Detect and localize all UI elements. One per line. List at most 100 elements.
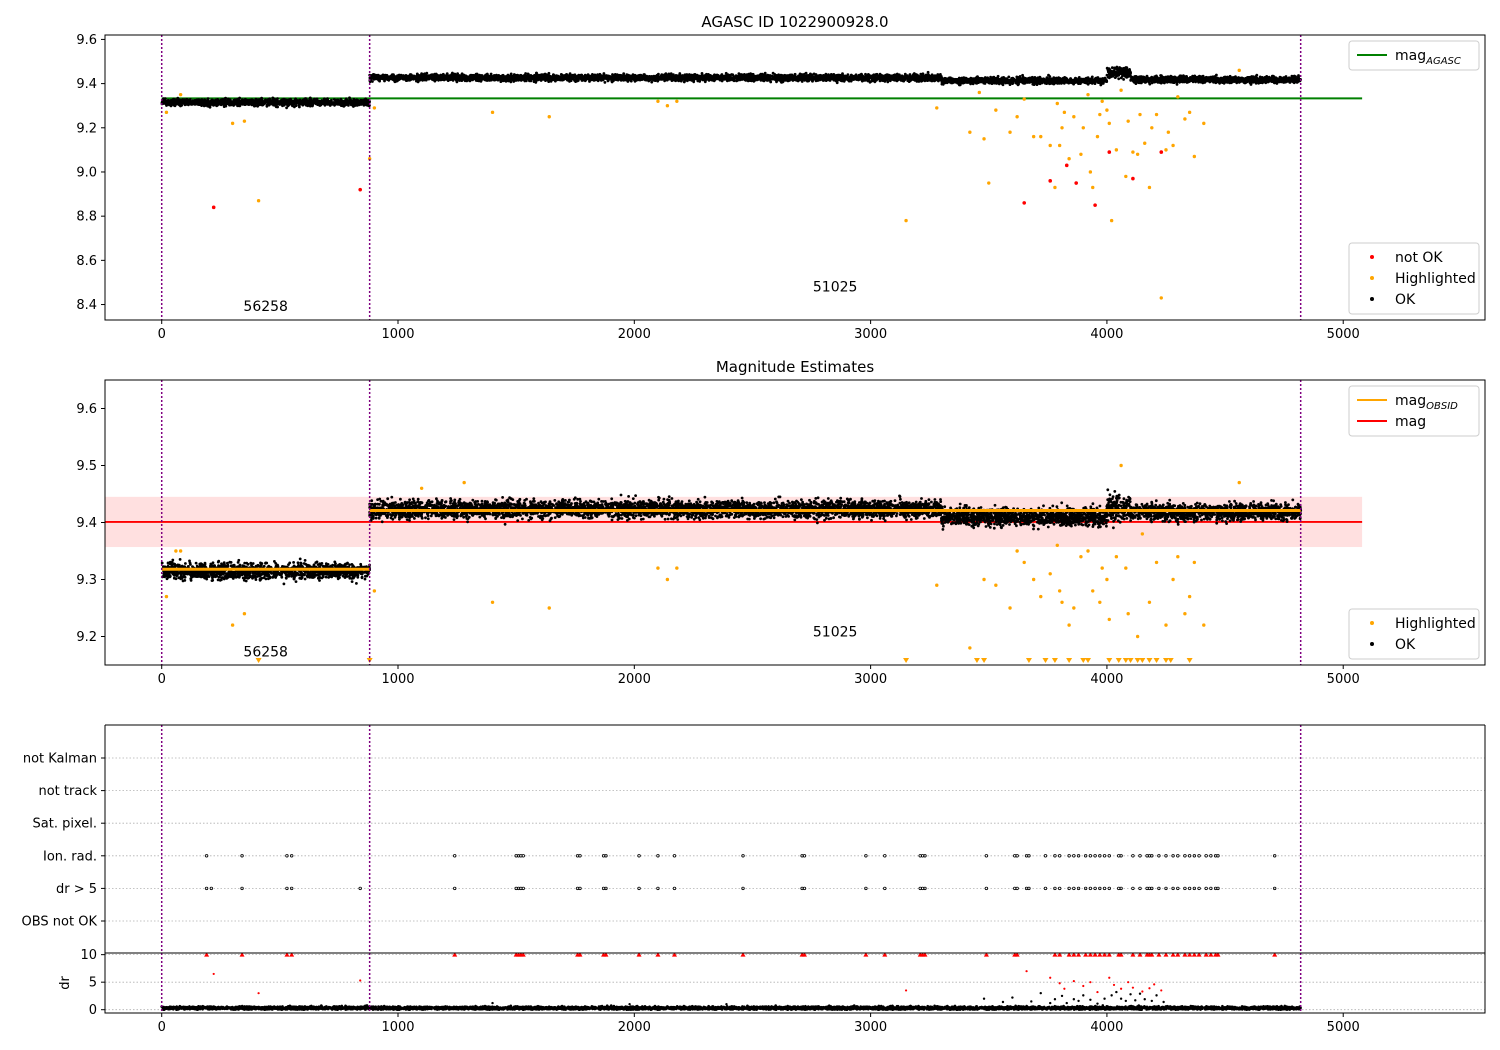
- ok-point: [398, 74, 402, 78]
- ok-point: [180, 103, 184, 107]
- ok-point: [231, 100, 235, 104]
- ok-point: [853, 75, 856, 78]
- ok-point: [240, 99, 243, 103]
- ok-point: [494, 76, 497, 80]
- ok-point: [752, 77, 756, 81]
- ok-point: [656, 78, 660, 82]
- ok-point: [172, 103, 176, 107]
- ok-point: [883, 80, 887, 83]
- ok-point: [360, 102, 363, 106]
- ok-point: [591, 74, 595, 78]
- ok-point: [309, 102, 313, 106]
- ok-point: [393, 78, 397, 82]
- ok-point: [662, 77, 666, 81]
- ok-point: [259, 98, 262, 102]
- ok-point: [540, 73, 544, 77]
- ok-point: [264, 98, 267, 102]
- ok-point: [874, 73, 878, 77]
- ok-point: [212, 101, 216, 105]
- ok-point: [688, 78, 692, 82]
- ok-point: [308, 96, 312, 100]
- ok-point: [344, 101, 348, 105]
- ok-point: [229, 99, 232, 102]
- ok-point: [197, 101, 201, 105]
- ok-point: [586, 73, 590, 76]
- ok-point: [824, 73, 828, 77]
- ok-point: [273, 103, 277, 107]
- ok-point: [292, 102, 296, 106]
- ok-point: [695, 75, 699, 79]
- ok-point: [523, 74, 526, 78]
- ok-point: [266, 100, 270, 104]
- ok-point: [221, 98, 225, 102]
- ok-point: [886, 80, 890, 84]
- ok-point: [867, 78, 870, 82]
- ok-point: [256, 102, 260, 106]
- ok-point: [417, 74, 421, 77]
- ok-point: [315, 101, 319, 105]
- ok-point: [271, 96, 275, 100]
- ok-point: [674, 74, 678, 77]
- ok-point: [398, 77, 402, 80]
- ok-point: [190, 102, 194, 106]
- ok-point: [595, 75, 598, 79]
- ok-point: [920, 75, 924, 79]
- ok-point: [208, 105, 212, 109]
- ok-point: [226, 97, 230, 101]
- ok-point: [332, 101, 336, 105]
- ok-point: [919, 72, 923, 76]
- ok-point: [897, 74, 901, 78]
- ok-point: [274, 100, 278, 104]
- ok-point: [281, 100, 285, 104]
- ok-point: [265, 103, 269, 107]
- ok-point: [771, 77, 775, 80]
- ok-point: [610, 80, 614, 84]
- ok-point: [682, 80, 686, 84]
- ok-point: [353, 99, 357, 102]
- ok-point: [177, 100, 180, 103]
- ok-point: [502, 78, 506, 81]
- ok-point: [625, 74, 629, 78]
- ok-point: [288, 100, 291, 103]
- ok-point: [315, 98, 319, 101]
- ok-point: [271, 100, 274, 103]
- ok-point: [223, 100, 227, 104]
- ok-point: [603, 81, 607, 84]
- ok-point: [224, 96, 228, 100]
- ok-point: [361, 99, 365, 103]
- ok-point: [207, 101, 211, 105]
- ok-point: [800, 80, 804, 83]
- ok-point: [322, 101, 325, 105]
- ok-point: [235, 98, 239, 102]
- ok-point: [383, 78, 386, 81]
- ok-point: [174, 99, 178, 103]
- ok-point: [328, 101, 332, 104]
- ok-point: [204, 101, 208, 104]
- ok-point: [176, 96, 180, 100]
- ok-point: [261, 103, 265, 107]
- ok-point: [335, 99, 338, 103]
- ok-point: [323, 103, 327, 107]
- ok-point: [171, 98, 175, 102]
- ok-point: [864, 72, 867, 76]
- ok-point: [305, 103, 309, 106]
- ok-point: [250, 101, 253, 105]
- ok-point: [318, 101, 322, 105]
- ok-point: [256, 104, 259, 108]
- ok-point: [725, 74, 729, 78]
- ok-point: [187, 98, 190, 102]
- ok-point: [165, 101, 169, 105]
- ok-point: [292, 100, 295, 104]
- ok-point: [790, 77, 794, 80]
- ok-point: [324, 101, 328, 104]
- ok-point: [364, 98, 367, 102]
- ok-point: [294, 97, 297, 101]
- ok-point: [182, 102, 186, 106]
- ok-point: [239, 102, 243, 105]
- ok-point: [349, 103, 353, 107]
- ok-point: [378, 79, 381, 83]
- ok-point: [269, 102, 272, 105]
- ok-point: [485, 78, 489, 82]
